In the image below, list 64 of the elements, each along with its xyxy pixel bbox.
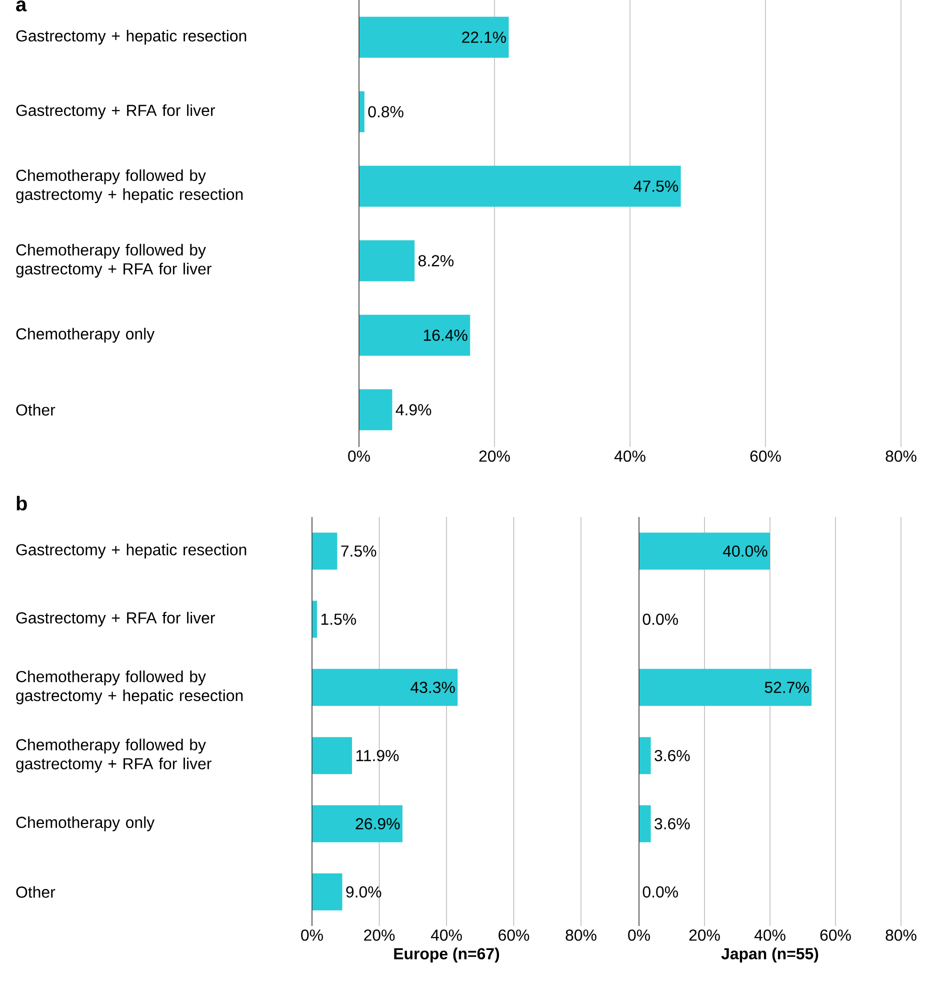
data-label: 52.7% — [764, 682, 809, 694]
data-label: 0.8% — [368, 106, 404, 118]
x-tick-label: 0% — [301, 930, 323, 941]
x-tick-label: 20% — [479, 450, 510, 462]
x-axis-title: Japan (n=55) — [721, 948, 818, 963]
y-tick-label: Chemotherapy followed by gastrectomy + hepatic resection — [16, 670, 243, 704]
data-label: 43.3% — [410, 682, 455, 694]
y-tick-label: Gastrectomy + hepatic resection — [16, 30, 246, 45]
bar — [312, 805, 402, 842]
x-tick-label: 40% — [754, 930, 786, 941]
data-label: 47.5% — [634, 180, 678, 192]
bar — [359, 314, 470, 356]
x-tick-label: 80% — [886, 930, 916, 941]
bar — [359, 16, 509, 58]
data-label: 1.5% — [321, 614, 356, 625]
bar — [639, 668, 812, 706]
x-tick-label: 60% — [498, 930, 530, 941]
bar — [639, 805, 651, 842]
data-label: 22.1% — [462, 32, 506, 43]
y-tick-label: Other — [16, 404, 56, 416]
data-label: 9.0% — [346, 886, 382, 898]
data-label: 8.2% — [418, 255, 454, 266]
x-tick-label: 20% — [364, 930, 395, 941]
bar — [359, 166, 681, 207]
bar — [359, 389, 392, 430]
data-label: 26.9% — [356, 818, 400, 830]
y-tick-label: Chemotherapy only — [16, 816, 155, 832]
y-tick-label: Chemotherapy followed by gastrectomy + RFA for liver — [16, 244, 212, 278]
y-tick-label: Other — [16, 886, 56, 898]
data-label: 3.6% — [654, 818, 690, 830]
data-label: 0.0% — [642, 886, 678, 898]
data-label: 16.4% — [424, 330, 468, 341]
y-tick-label: Chemotherapy followed by gastrectomy + RFA for liver — [16, 738, 212, 772]
data-label: 4.9% — [396, 404, 432, 416]
y-tick-label: Gastrectomy + RFA for liver — [16, 104, 215, 120]
data-label: 3.6% — [654, 750, 690, 762]
bar — [312, 532, 338, 570]
bar — [312, 668, 458, 706]
x-axis-title: Europe (n=67) — [394, 948, 500, 963]
bar — [312, 737, 352, 774]
y-tick-label: Gastrectomy + hepatic resection — [16, 544, 246, 559]
y-tick-label: Gastrectomy + RFA for liver — [16, 612, 215, 627]
text: b — [16, 496, 27, 510]
x-tick-label: 80% — [886, 450, 916, 462]
data-label: 7.5% — [341, 545, 376, 557]
x-tick-label: 20% — [689, 930, 720, 941]
data-label: 40.0% — [722, 545, 768, 557]
bar — [639, 532, 770, 570]
data-label: 11.9% — [356, 750, 399, 762]
x-tick-label: 40% — [614, 450, 646, 462]
bar — [359, 240, 415, 282]
x-tick-label: 60% — [750, 450, 781, 462]
x-tick-label: 0% — [348, 450, 370, 462]
data-label: 0.0% — [642, 614, 678, 625]
x-tick-label: 80% — [566, 930, 596, 941]
text: a — [16, 0, 27, 12]
y-tick-label: Chemotherapy only — [16, 328, 155, 343]
x-tick-label: 60% — [820, 930, 851, 941]
x-tick-label: 0% — [628, 930, 650, 941]
bar — [312, 873, 342, 910]
bar — [639, 737, 651, 774]
x-tick-label: 40% — [430, 930, 462, 941]
bar — [359, 91, 364, 132]
y-tick-label: Chemotherapy followed by gastrectomy + hepatic resection — [16, 169, 243, 204]
